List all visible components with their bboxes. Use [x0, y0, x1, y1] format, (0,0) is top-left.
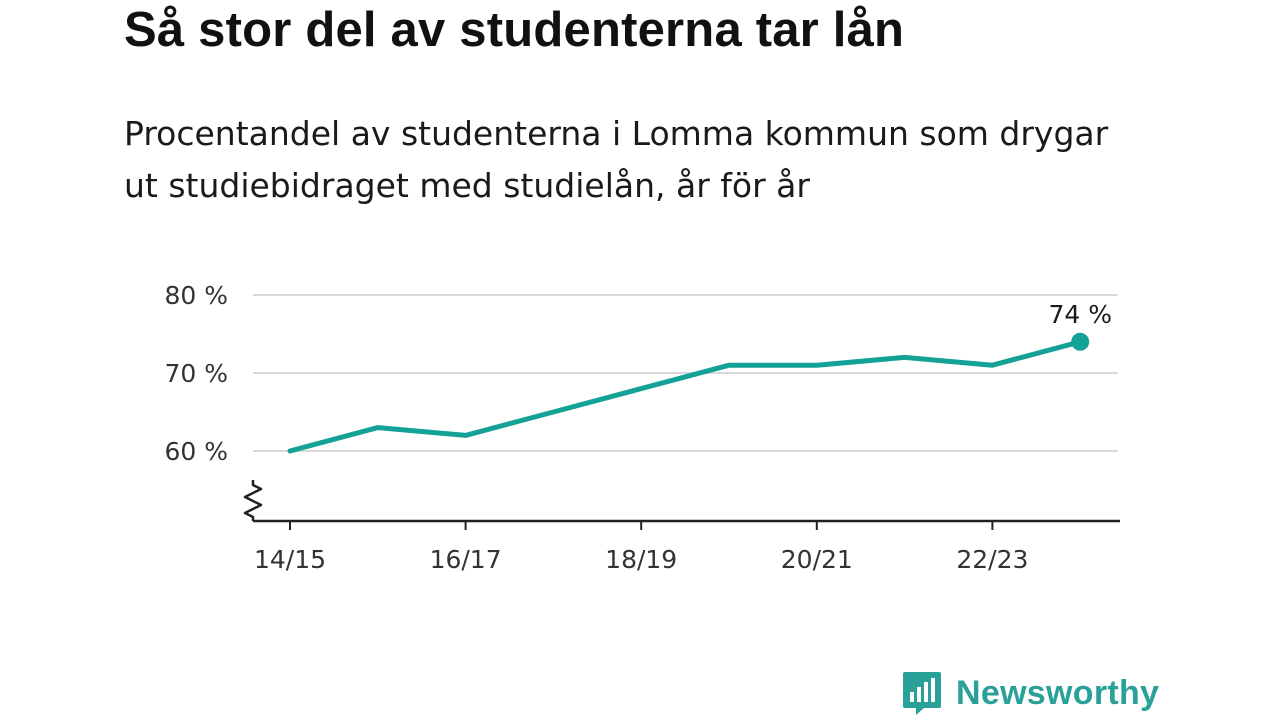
- y-axis-ticks: 60 % 70 % 80 %: [164, 281, 228, 466]
- gridlines: [253, 294, 1118, 452]
- axis-break-icon: [243, 480, 263, 521]
- x-tick-label: 14/15: [254, 545, 326, 574]
- x-tick-label: 16/17: [430, 545, 502, 574]
- x-tick-label: 20/21: [781, 545, 853, 574]
- end-point-marker: [1071, 332, 1090, 351]
- x-axis-ticks: 14/15 16/17 18/19 20/21 22/23: [254, 521, 1028, 574]
- y-tick-label: 80 %: [164, 281, 228, 310]
- axes: [243, 480, 1120, 523]
- series-line: [287, 339, 1083, 454]
- series: [287, 332, 1090, 454]
- x-tick-label: 18/19: [605, 545, 677, 574]
- newsworthy-logo-icon: [903, 672, 941, 715]
- end-value-label: 74 %: [1048, 300, 1112, 329]
- newsworthy-logo: Newsworthy: [902, 670, 1159, 716]
- y-tick-label: 70 %: [164, 359, 228, 388]
- newsworthy-logo-text: Newsworthy: [956, 673, 1160, 712]
- chart-subtitle: Procentandel av studenterna i Lomma komm…: [124, 114, 1109, 205]
- chart-title: Så stor del av studenterna tar lån: [124, 3, 905, 57]
- x-tick-label: 22/23: [956, 545, 1028, 574]
- y-tick-label: 60 %: [164, 437, 228, 466]
